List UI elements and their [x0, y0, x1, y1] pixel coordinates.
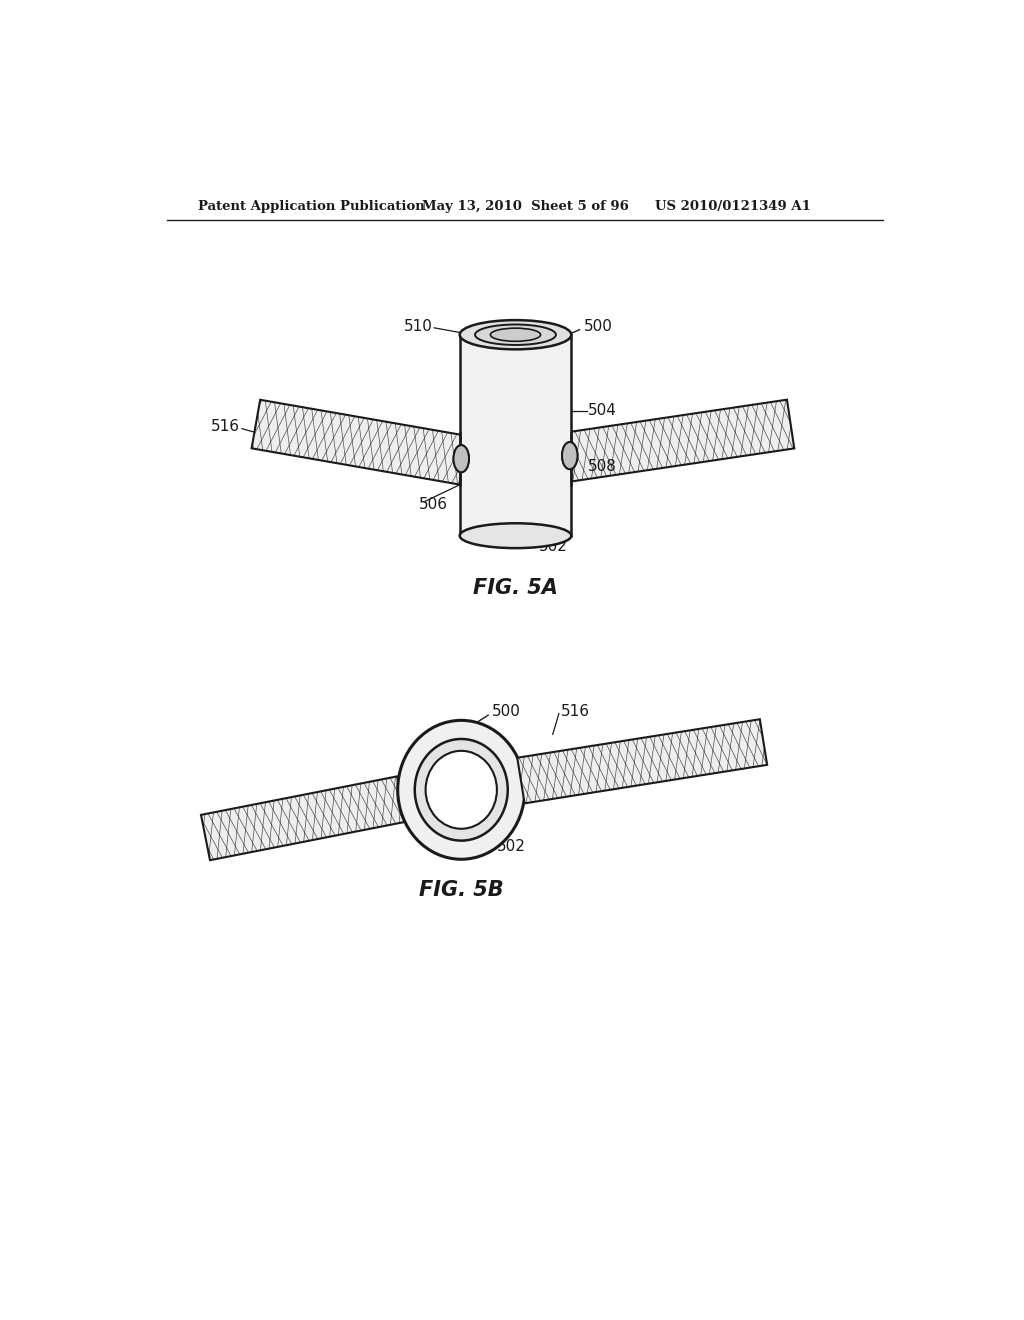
Text: May 13, 2010  Sheet 5 of 96: May 13, 2010 Sheet 5 of 96: [423, 199, 630, 213]
Bar: [460, 335, 571, 536]
Text: US 2010/0121349 A1: US 2010/0121349 A1: [655, 199, 811, 213]
Ellipse shape: [562, 442, 578, 469]
Text: 516: 516: [211, 418, 241, 434]
Ellipse shape: [490, 329, 541, 342]
Text: 502: 502: [497, 838, 525, 854]
Polygon shape: [564, 400, 795, 482]
Polygon shape: [201, 776, 407, 861]
Text: 516: 516: [560, 704, 590, 719]
Text: 502: 502: [539, 539, 567, 554]
Text: 504: 504: [560, 760, 590, 776]
Ellipse shape: [454, 445, 469, 473]
Ellipse shape: [454, 445, 469, 473]
Text: FIG. 5A: FIG. 5A: [473, 578, 558, 598]
Polygon shape: [517, 719, 767, 804]
Text: 506: 506: [419, 498, 447, 512]
Ellipse shape: [426, 751, 497, 829]
Ellipse shape: [562, 442, 578, 469]
Ellipse shape: [475, 325, 556, 345]
Text: 508: 508: [589, 459, 617, 474]
Ellipse shape: [460, 523, 571, 548]
Polygon shape: [252, 400, 468, 484]
Ellipse shape: [397, 721, 524, 859]
Text: FIG. 5B: FIG. 5B: [419, 880, 504, 900]
Bar: [467, 433, 563, 484]
Ellipse shape: [415, 739, 508, 841]
Ellipse shape: [460, 321, 571, 350]
Text: 500: 500: [584, 318, 612, 334]
Text: 500: 500: [493, 704, 521, 719]
Text: Patent Application Publication: Patent Application Publication: [198, 199, 425, 213]
Text: 504: 504: [589, 404, 617, 418]
Text: 510: 510: [403, 318, 432, 334]
